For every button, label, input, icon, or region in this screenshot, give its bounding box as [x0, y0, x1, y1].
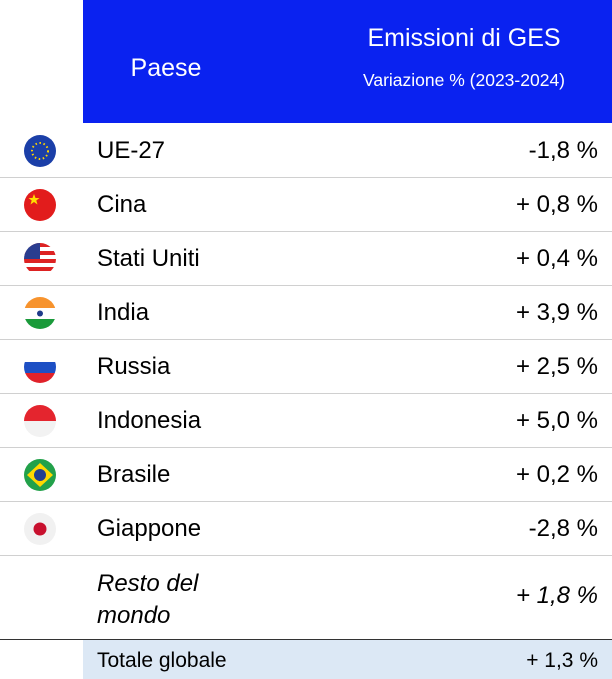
country-name: Brasile: [97, 461, 171, 488]
emission-change: -1,8 %: [528, 137, 598, 164]
flag-icon: [24, 243, 56, 275]
header-subtitle: Variazione % (2023-2024): [362, 70, 566, 90]
total-row: Totale globale + 1,3 %: [83, 640, 612, 679]
emission-change: + 1,8 %: [515, 582, 598, 609]
table-row: India + 3,9 %: [0, 286, 612, 340]
country-name: Giappone: [97, 515, 202, 542]
flag-icon: [24, 459, 56, 491]
table-row: Stati Uniti + 0,4 %: [0, 232, 612, 286]
table-row: Indonesia + 5,0 %: [0, 394, 612, 448]
table-row: Giappone -2,8 %: [0, 502, 612, 556]
emission-change: + 2,5 %: [515, 353, 598, 380]
emission-change: + 5,0 %: [515, 407, 598, 434]
emission-change: + 3,9 %: [515, 299, 598, 326]
emission-change: + 0,8 %: [515, 191, 598, 218]
table-row: Resto del mondo + 1,8 %: [0, 556, 612, 640]
country-name: Russia: [97, 353, 171, 380]
country-name: Indonesia: [97, 407, 202, 434]
total-value: + 1,3 %: [526, 649, 598, 672]
country-name: India: [97, 299, 150, 326]
flag-icon: [24, 189, 56, 221]
header-band: [83, 0, 612, 123]
flag-icon: [24, 135, 56, 167]
table-row: Cina + 0,8 %: [0, 178, 612, 232]
flag-icon: [24, 513, 56, 545]
country-name: Cina: [97, 191, 147, 218]
emission-change: -2,8 %: [528, 515, 598, 542]
emission-change: + 0,4 %: [515, 245, 598, 272]
emission-change: + 0,2 %: [515, 461, 598, 488]
total-label: Totale globale: [97, 649, 227, 672]
country-name: Resto del mondo: [97, 570, 199, 629]
table-row: UE-27 -1,8 %: [0, 124, 612, 178]
header-title: Emissioni di GES: [367, 24, 561, 52]
flag-icon: [24, 297, 56, 329]
table-row: Brasile + 0,2 %: [0, 448, 612, 502]
country-name: Stati Uniti: [97, 245, 200, 272]
flag-icon: [24, 405, 56, 437]
header-country: Paese: [130, 54, 202, 82]
table-row: Russia + 2,5 %: [0, 340, 612, 394]
flag-icon: [24, 351, 56, 383]
country-name: UE-27: [97, 137, 166, 164]
